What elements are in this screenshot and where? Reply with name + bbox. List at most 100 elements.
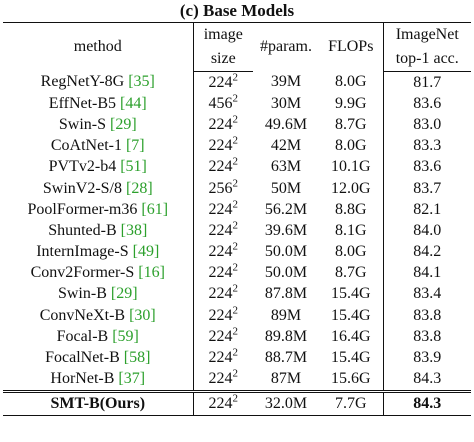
citation: [7] xyxy=(125,137,145,155)
method-cell: ConvNeXt-B [30] xyxy=(3,305,194,327)
acc-cell: 82.1 xyxy=(413,200,442,218)
method-cell: PVTv2-b4 [51] xyxy=(3,156,194,178)
size-exponent: 2 xyxy=(232,392,239,405)
citation: [51] xyxy=(120,158,147,176)
size-value: 224 xyxy=(208,327,233,345)
params-cell: 63M xyxy=(270,158,302,176)
params-cell: 89M xyxy=(270,306,302,324)
params-cell: 88.7M xyxy=(264,349,308,367)
params-cell: 30M xyxy=(270,94,302,112)
citation: [29] xyxy=(110,285,138,303)
citation: [30] xyxy=(129,306,156,324)
method-cell: Conv2Former-S [16] xyxy=(3,262,194,284)
method-cell: HorNet-B [37] xyxy=(3,368,194,392)
params-cell: 50.0M xyxy=(264,243,308,261)
size-exponent: 2 xyxy=(232,134,239,147)
params-cell: 87M xyxy=(270,370,302,388)
size-exponent: 2 xyxy=(232,261,239,274)
method-cell: Shunted-B [38] xyxy=(3,220,194,242)
size-value: 456 xyxy=(208,94,233,112)
size-cell: 2242 xyxy=(193,220,253,241)
size-exponent: 2 xyxy=(232,198,239,211)
table-body: RegNetY-8G [35] 2242 39M 8.0G 81.7 EffNet-B5 … xyxy=(3,71,471,416)
size-cell: 2242 xyxy=(193,199,253,220)
size-cell: 2242 xyxy=(193,261,253,284)
size-exponent: 2 xyxy=(232,92,239,105)
size-cell: 2242 xyxy=(193,134,253,157)
flops-cell: 8.0G xyxy=(319,135,384,157)
params-cell: 39M xyxy=(270,73,302,91)
size-cell: 4562 xyxy=(193,93,253,114)
size-value: 224 xyxy=(208,285,233,303)
method-name: HorNet-B xyxy=(50,370,115,388)
size-cell: 2242 xyxy=(193,305,253,326)
size-value: 224 xyxy=(208,243,233,261)
table-row: FocalNet-B [58] 2242 88.7M 15.4G 83.9 xyxy=(3,347,471,369)
size-value: 224 xyxy=(208,349,233,367)
flops-cell: 7.7G xyxy=(319,389,384,416)
acc-cell: 84.0 xyxy=(413,221,442,239)
method-name: EffNet-B5 xyxy=(48,94,117,112)
citation: [44] xyxy=(120,94,147,112)
method-cell: Swin-B [29] xyxy=(3,283,194,306)
size-cell: 2242 xyxy=(193,389,253,416)
params-cell: 50.0M xyxy=(264,264,308,282)
method-name: ConvNeXt-B xyxy=(39,306,126,324)
citation: [61] xyxy=(141,200,169,218)
method-cell: CoAtNet-1 [7] xyxy=(3,135,194,157)
acc-cell: 84.3 xyxy=(413,370,442,388)
method-cell: FocalNet-B [58] xyxy=(3,347,194,369)
table-row: Swin-B [29] 2242 87.8M 15.4G 83.4 xyxy=(3,283,471,306)
table-row: Focal-B [59] 2242 89.8M 16.4G 83.8 xyxy=(3,325,471,348)
method-name: PoolFormer-m36 xyxy=(27,200,138,218)
method-name: Swin-S xyxy=(58,115,106,133)
params-cell: 39.6M xyxy=(264,221,308,239)
flops-cell: 15.4G xyxy=(319,347,384,369)
size-exponent: 2 xyxy=(232,156,239,169)
method-name: RegNetY-8G xyxy=(40,73,125,91)
acc-cell: 83.7 xyxy=(413,179,442,197)
size-value: 224 xyxy=(208,200,233,218)
size-cell: 2242 xyxy=(193,284,253,305)
size-value: 256 xyxy=(208,179,233,197)
acc-cell: 83.9 xyxy=(413,349,442,367)
method-cell: RegNetY-8G [35] xyxy=(3,71,194,94)
flops-cell: 9.9G xyxy=(319,93,384,115)
size-value: 224 xyxy=(208,306,233,324)
method-cell: EffNet-B5 [44] xyxy=(3,93,194,115)
table-title: (c) Base Models xyxy=(179,1,295,20)
acc-cell: 83.4 xyxy=(413,285,442,303)
header-cell: method xyxy=(3,22,194,72)
acc-cell: 83.0 xyxy=(413,115,442,133)
header-cell: ImageNet xyxy=(383,22,471,47)
table-row: Shunted-B [38] 2242 39.6M 8.1G 84.0 xyxy=(3,220,471,242)
method-name: SMT-B(Ours) xyxy=(50,394,146,412)
size-exponent: 2 xyxy=(232,325,239,338)
params-cell: 50M xyxy=(270,179,302,197)
size-cell: 2242 xyxy=(193,157,253,178)
header-cell: top-1 acc. xyxy=(383,47,471,72)
size-value: 224 xyxy=(208,370,233,388)
size-value: 224 xyxy=(208,221,233,239)
citation: [49] xyxy=(132,243,160,261)
table-row: InternImage-S [49] 2242 50.0M 8.0G 84.2 xyxy=(3,241,471,263)
acc-cell: 83.6 xyxy=(413,94,442,112)
flops-cell: 15.6G xyxy=(319,368,384,392)
params-cell: 42M xyxy=(270,137,302,155)
size-exponent: 2 xyxy=(232,71,239,84)
citation: [38] xyxy=(120,221,148,239)
flops-cell: 10.1G xyxy=(319,156,384,178)
table-row: PVTv2-b4 [51] 2242 63M 10.1G 83.6 xyxy=(3,157,471,178)
size-cell: 2242 xyxy=(193,241,253,263)
citation: [28] xyxy=(125,179,153,197)
flops-cell: 8.1G xyxy=(319,220,384,242)
params-cell: 56.2M xyxy=(264,200,308,218)
flops-cell: 15.4G xyxy=(319,283,384,306)
citation: [16] xyxy=(138,264,165,282)
size-value: 224 xyxy=(208,264,233,282)
size-value: 224 xyxy=(208,158,233,176)
size-value: 224 xyxy=(208,73,233,91)
header-cell: FLOPs xyxy=(319,22,384,72)
params-cell: 89.8M xyxy=(264,327,308,345)
